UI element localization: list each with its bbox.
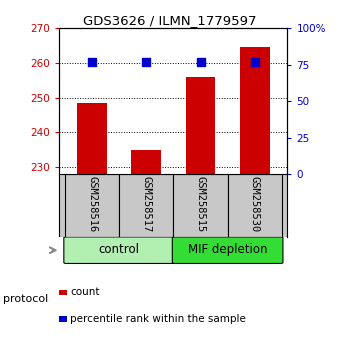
Point: [143, 59, 149, 65]
Bar: [173, 174, 228, 236]
Text: GSM258516: GSM258516: [87, 176, 97, 232]
FancyBboxPatch shape: [172, 237, 283, 263]
Text: GSM258517: GSM258517: [141, 176, 151, 232]
Text: GSM258515: GSM258515: [195, 176, 205, 232]
Bar: [65, 174, 119, 236]
Text: count: count: [70, 287, 100, 297]
Text: control: control: [99, 243, 140, 256]
Text: protocol: protocol: [3, 294, 49, 304]
Point: [89, 59, 95, 65]
Text: GSM258530: GSM258530: [250, 176, 260, 232]
Point: [252, 59, 257, 65]
Bar: [228, 174, 282, 236]
Bar: [77, 103, 107, 174]
Text: GDS3626 / ILMN_1779597: GDS3626 / ILMN_1779597: [83, 14, 257, 27]
Bar: [240, 47, 270, 174]
Bar: [131, 150, 161, 174]
Bar: [186, 77, 216, 174]
Bar: [119, 174, 173, 236]
Text: percentile rank within the sample: percentile rank within the sample: [70, 314, 246, 324]
Text: MIF depletion: MIF depletion: [188, 243, 267, 256]
Point: [198, 59, 203, 65]
FancyBboxPatch shape: [64, 237, 174, 263]
